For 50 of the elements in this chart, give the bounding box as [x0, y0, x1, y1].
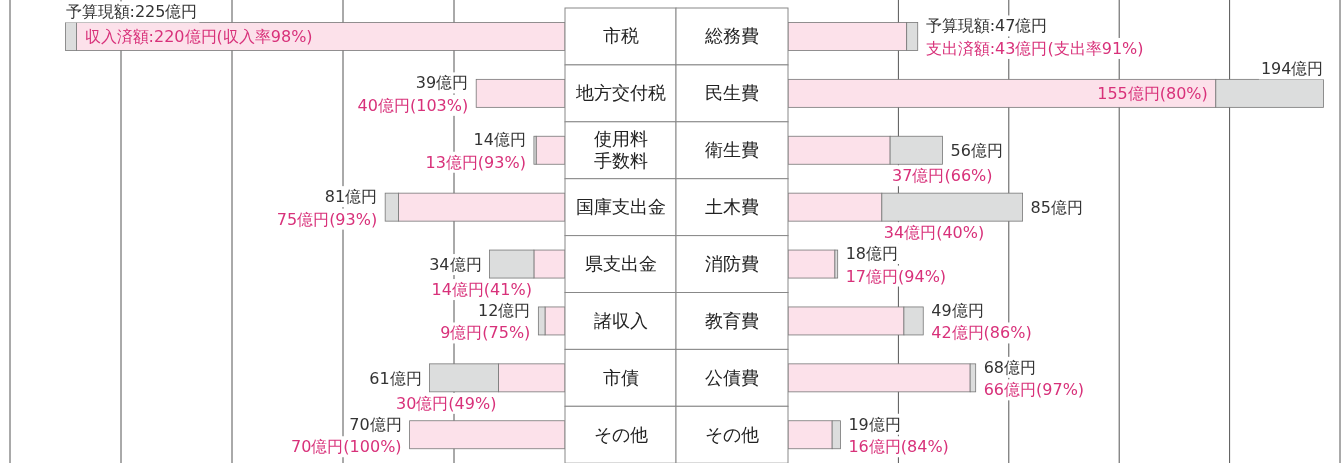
total-label: 39億円	[415, 73, 469, 93]
total-label: 194億円	[1260, 59, 1324, 79]
data-label: 14億円(41%)	[431, 280, 532, 300]
total-label: 70億円	[349, 414, 402, 434]
y-tick-label: 国庫支出金	[575, 196, 666, 218]
data-label: 37億円(66%)	[892, 166, 993, 186]
y-tick-label: 公債費	[705, 366, 759, 388]
y-tick-label: 市税	[602, 25, 639, 47]
total-label: 85億円	[1030, 198, 1083, 218]
y-tick-label: 消防費	[705, 253, 759, 275]
data-label: 42億円(86%)	[931, 323, 1032, 343]
total-label: 12億円	[478, 300, 531, 320]
data-label: 支出済額:43億円(支出率91%)	[925, 38, 1144, 58]
y-tick-label: 諸収入	[593, 309, 648, 331]
y-tick-label: 県支出金	[584, 253, 657, 275]
y-tick-label: 使用料手数料	[593, 128, 648, 172]
data-label: 70億円(100%)	[291, 437, 402, 457]
total-label: 61億円	[369, 368, 422, 388]
data-label: 66億円(97%)	[983, 380, 1085, 400]
y-tick-label: 総務費	[704, 25, 759, 47]
bar	[787, 249, 836, 279]
y-tick-label: その他	[705, 423, 759, 445]
total-label: 19億円	[848, 414, 901, 434]
data-label: 17億円(94%)	[845, 266, 947, 286]
bar	[535, 135, 566, 165]
y-tick-label: 地方交付税	[574, 82, 666, 104]
data-label: 75億円(93%)	[276, 209, 378, 229]
data-label: 13億円(93%)	[425, 152, 526, 172]
total-label: 34億円	[429, 255, 482, 275]
data-label: 30億円(49%)	[395, 393, 497, 413]
data-label: 9億円(75%)	[440, 323, 531, 343]
y-tick-label: 教育費	[705, 309, 759, 331]
total-label: 56億円	[950, 141, 1003, 161]
data-label: 収入済額:220億円(収入率98%)	[84, 27, 313, 47]
total-label: 予算現額:225億円	[65, 2, 198, 22]
total-label: 14億円	[473, 130, 526, 150]
data-label: 34億円(40%)	[883, 223, 985, 243]
total-label: 81億円	[324, 187, 378, 207]
total-label: 49億円	[931, 300, 984, 320]
total-label: 18億円	[845, 244, 899, 264]
y-tick-label: その他	[593, 423, 648, 445]
y-tick-label: 民生費	[705, 82, 759, 104]
y-tick-label: 土木費	[705, 196, 759, 218]
y-tick-label: 市債	[602, 366, 639, 388]
total-label: 68億円	[983, 357, 1037, 377]
data-label: 40億円(103%)	[357, 95, 469, 115]
y-tick-label: 衛生費	[705, 139, 759, 161]
data-label: 16億円(84%)	[848, 437, 949, 457]
data-label: 155億円(80%)	[1097, 84, 1208, 104]
total-label: 予算現額:47億円	[925, 16, 1048, 36]
